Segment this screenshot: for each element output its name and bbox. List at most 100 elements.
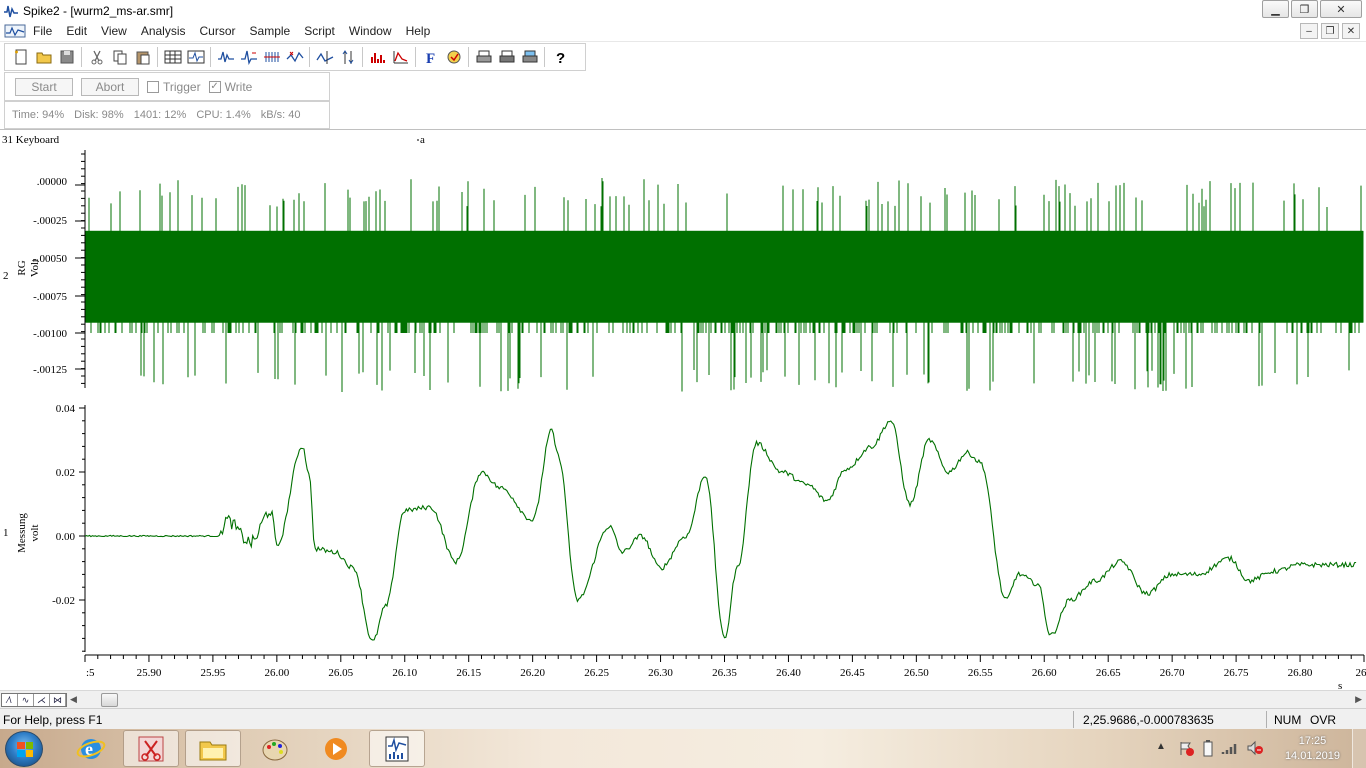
menu-file[interactable]: File bbox=[33, 24, 53, 38]
taskbar-clock[interactable]: 17:25 14.01.2019 bbox=[1285, 734, 1340, 764]
script-run-icon[interactable] bbox=[442, 46, 465, 68]
taskbar-internet-explorer[interactable]: e bbox=[63, 730, 119, 767]
scissors-icon bbox=[138, 736, 164, 761]
cut-icon[interactable] bbox=[85, 46, 108, 68]
time-view[interactable]: 31 Keyboard a .00000 -.00025 -.00050 -.0… bbox=[0, 129, 1366, 691]
taskbar-spike2[interactable] bbox=[369, 730, 425, 767]
restore-button[interactable]: ❐ bbox=[1291, 0, 1318, 18]
trigger-checkbox[interactable]: Trigger bbox=[147, 80, 201, 94]
event-raster-icon[interactable] bbox=[260, 46, 283, 68]
ch2-unit: Volt bbox=[29, 259, 41, 277]
minimize-button[interactable]: ▁ bbox=[1262, 0, 1289, 18]
menu-analysis[interactable]: Analysis bbox=[140, 24, 186, 38]
menu-view[interactable]: View bbox=[101, 24, 127, 38]
ch2-ytick-5: -.00125 bbox=[33, 364, 67, 376]
scroll-right-arrow-icon[interactable]: ▶ bbox=[1355, 694, 1362, 704]
doc-minimize-button[interactable]: – bbox=[1300, 23, 1318, 39]
close-button[interactable]: ✕ bbox=[1320, 0, 1362, 18]
vertical-cursor-icon[interactable] bbox=[336, 46, 359, 68]
taskbar-snipping-tool[interactable] bbox=[123, 730, 179, 767]
write-checkbox[interactable]: ✓ Write bbox=[208, 80, 252, 94]
trace-icon[interactable] bbox=[214, 46, 237, 68]
battery-icon[interactable] bbox=[1201, 739, 1215, 757]
menu-edit[interactable]: Edit bbox=[66, 24, 88, 38]
x-tick-label: :5 bbox=[86, 667, 95, 679]
x-tick-label: 26.30 bbox=[648, 667, 673, 679]
menu-cursor[interactable]: Cursor bbox=[199, 24, 236, 38]
ch2-ytick-2: -.00050 bbox=[33, 253, 67, 265]
toolbar-separator bbox=[309, 47, 310, 67]
print-preview-icon[interactable] bbox=[518, 46, 541, 68]
ch1-unit: volt bbox=[29, 524, 41, 541]
sonogram-icon[interactable]: ⋈ bbox=[50, 694, 66, 706]
num-lock-indicator: NUM bbox=[1274, 713, 1302, 727]
document-icon[interactable] bbox=[4, 23, 26, 39]
x-tick-label: 25.95 bbox=[201, 667, 226, 679]
system-tray: ▲ 17:25 14.01.2019 bbox=[1146, 729, 1366, 768]
menu-window[interactable]: Window bbox=[348, 24, 392, 38]
spike2-taskbar-icon bbox=[385, 736, 409, 761]
doc-restore-button[interactable]: ❐ bbox=[1321, 23, 1339, 39]
show-hidden-icons-icon[interactable]: ▲ bbox=[1156, 741, 1166, 752]
show-desktop-button[interactable] bbox=[1352, 729, 1366, 768]
toolbar-separator bbox=[210, 47, 211, 67]
paste-icon[interactable] bbox=[131, 46, 154, 68]
restore-icon: ❐ bbox=[1299, 3, 1310, 16]
sampling-status-bar: Time: 94% Disk: 98% 1401: 12% CPU: 1.4% … bbox=[4, 101, 330, 129]
waveform-icon[interactable]: ∿ bbox=[18, 694, 34, 706]
copy-icon[interactable] bbox=[108, 46, 131, 68]
clock-date: 14.01.2019 bbox=[1284, 750, 1340, 762]
help-icon[interactable]: ? bbox=[548, 46, 571, 68]
overwrite-indicator: OVR bbox=[1310, 713, 1337, 727]
abort-button[interactable]: Abort bbox=[81, 77, 139, 96]
doc-close-button[interactable]: ✕ bbox=[1342, 23, 1360, 39]
action-center-flag-icon[interactable] bbox=[1178, 740, 1194, 756]
histogram-icon[interactable] bbox=[366, 46, 389, 68]
x-tick-label: 26.20 bbox=[520, 667, 545, 679]
interval-histogram-icon[interactable] bbox=[389, 46, 412, 68]
overdraw-icon[interactable]: ⁄\ bbox=[2, 694, 18, 706]
print-icon[interactable] bbox=[472, 46, 495, 68]
channel-1-axis: 0.04 0.02 0.00 -0.02 1 Messung volt bbox=[3, 403, 86, 652]
start-button[interactable]: Start bbox=[15, 77, 73, 96]
menu-sample[interactable]: Sample bbox=[249, 24, 291, 38]
network-signal-icon[interactable] bbox=[1221, 740, 1239, 756]
toolbar-separator bbox=[468, 47, 469, 67]
print-visible-icon[interactable] bbox=[495, 46, 518, 68]
spike-icon[interactable] bbox=[237, 46, 260, 68]
open-file-icon[interactable] bbox=[32, 46, 55, 68]
menu-help[interactable]: Help bbox=[405, 24, 431, 38]
x-tick-label: 26.80 bbox=[1288, 667, 1313, 679]
scroll-thumb[interactable] bbox=[101, 693, 118, 707]
window-controls: ▁ ❐ ✕ bbox=[1262, 0, 1362, 18]
volume-muted-icon[interactable] bbox=[1246, 740, 1264, 756]
event-marker-icon[interactable] bbox=[283, 46, 306, 68]
cursor-icon[interactable] bbox=[313, 46, 336, 68]
spreadsheet-icon[interactable] bbox=[161, 46, 184, 68]
buffer-usage: 1401: 12% bbox=[133, 109, 187, 121]
paint-palette-icon bbox=[262, 739, 288, 760]
xy-view-icon[interactable]: ⋌ bbox=[34, 694, 50, 706]
font-icon[interactable]: F bbox=[419, 46, 442, 68]
waveform-view-icon[interactable] bbox=[184, 46, 207, 68]
taskbar-paint[interactable] bbox=[247, 730, 303, 767]
x-tick-label: 26.05 bbox=[328, 667, 353, 679]
save-icon[interactable] bbox=[55, 46, 78, 68]
new-file-icon[interactable] bbox=[9, 46, 32, 68]
taskbar-media-player[interactable] bbox=[308, 730, 364, 767]
taskbar-explorer[interactable] bbox=[185, 730, 241, 767]
horizontal-scrollbar[interactable]: ⁄\ ∿ ⋌ ⋈ ◀ ▶ bbox=[0, 690, 1366, 708]
menu-script[interactable]: Script bbox=[304, 24, 335, 38]
scroll-left-arrow-icon[interactable]: ◀ bbox=[70, 694, 77, 704]
messung-trace bbox=[84, 420, 1357, 641]
ch1-ytick-0: 0.04 bbox=[56, 403, 76, 415]
time-view-plot[interactable]: 31 Keyboard a .00000 -.00025 -.00050 -.0… bbox=[0, 130, 1366, 691]
x-tick-label: 26.00 bbox=[264, 667, 289, 679]
start-button[interactable] bbox=[5, 731, 43, 767]
write-checkbox-box[interactable]: ✓ bbox=[208, 80, 221, 93]
restore-icon: ❐ bbox=[1325, 25, 1335, 37]
help-text: For Help, press F1 bbox=[3, 713, 103, 727]
x-tick-label: 26.40 bbox=[776, 667, 801, 679]
trigger-checkbox-box[interactable] bbox=[147, 80, 159, 93]
